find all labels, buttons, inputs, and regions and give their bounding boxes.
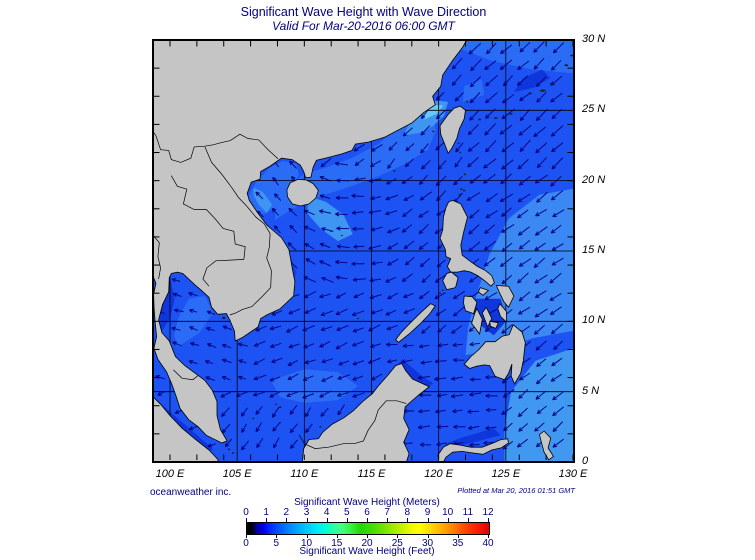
landmass-masbate bbox=[477, 287, 490, 296]
colorbar-tick-mark bbox=[276, 535, 278, 538]
colorbar-meters-tick-12: 12 bbox=[482, 507, 494, 518]
page-title: Significant Wave Height with Wave Direct… bbox=[240, 5, 487, 19]
landmass-halmahera bbox=[538, 430, 555, 461]
colorbar-feet-tick-30: 30 bbox=[421, 538, 434, 549]
colorbar-tick-mark bbox=[306, 518, 308, 522]
colorbar-tick-mark bbox=[387, 518, 389, 522]
colorbar-meters-tick-7: 7 bbox=[384, 507, 390, 518]
country-borders-layer bbox=[153, 131, 407, 449]
colorbar-feet-tick-25: 25 bbox=[391, 538, 403, 549]
credit-text: oceanweather inc. bbox=[150, 487, 232, 498]
landmass-borneo bbox=[301, 363, 431, 462]
colorbar-tick-mark bbox=[488, 535, 489, 538]
lat-label-0: 0 bbox=[582, 455, 589, 467]
colorbar-feet-tick-20: 20 bbox=[361, 538, 373, 549]
colorbar-feet-tick-0: 0 bbox=[243, 538, 249, 549]
landmass-bohol bbox=[489, 320, 499, 329]
colorbar-meters-tick-10: 10 bbox=[442, 507, 454, 518]
colorbar-tick-mark bbox=[266, 518, 268, 522]
colorbar-meters-tick-5: 5 bbox=[344, 507, 350, 518]
colorbar-meters-tick-11: 11 bbox=[462, 507, 474, 518]
colorbar-meters-tick-0: 0 bbox=[243, 507, 249, 518]
colorbar-feet-tick-10: 10 bbox=[300, 538, 313, 549]
wave-arrows-layer bbox=[155, 41, 565, 451]
colorbar-feet-tick-5: 5 bbox=[273, 538, 280, 549]
colorbar-meters-tick-6: 6 bbox=[364, 507, 370, 518]
colorbar-title-feet: Significant Wave Height (Feet) bbox=[299, 546, 435, 557]
landmass-luzon bbox=[439, 199, 495, 287]
colorbar-tick-mark bbox=[326, 518, 328, 522]
colorbar-tick-mark bbox=[427, 518, 429, 522]
land-layer bbox=[153, 40, 574, 462]
colorbar-tick-mark bbox=[407, 518, 409, 522]
colorbar-meters-tick-3: 3 bbox=[303, 507, 310, 518]
lat-label-25N: 25 N bbox=[582, 103, 606, 116]
colorbar-tick-mark bbox=[488, 518, 489, 522]
colorbar-feet-tick-35: 35 bbox=[452, 538, 464, 549]
colorbar-tick-mark bbox=[457, 535, 459, 538]
colorbar-gradient bbox=[246, 522, 490, 535]
colorbar-meters-tick-2: 2 bbox=[283, 507, 290, 518]
lat-label-30N: 30 N bbox=[582, 32, 606, 45]
colorbar-tick-mark bbox=[427, 535, 429, 538]
landmass-cebu bbox=[481, 306, 493, 329]
landmass-hainan bbox=[286, 178, 319, 207]
landmass-mindanao bbox=[463, 324, 526, 385]
lon-label-110E: 110 E bbox=[290, 468, 319, 480]
landmass-taiwan bbox=[439, 105, 466, 155]
colorbar-tick-mark bbox=[367, 518, 368, 522]
colorbar-meters-tick-4: 4 bbox=[323, 507, 330, 518]
colorbar-feet-tick-40: 40 bbox=[482, 538, 494, 549]
lat-label-20N: 20 N bbox=[582, 173, 606, 186]
valid-time-subtitle: Valid For Mar-20-2016 06:00 GMT bbox=[272, 19, 455, 33]
landmass-leyte bbox=[497, 302, 507, 323]
lon-label-100E: 100 E bbox=[155, 468, 185, 480]
plotted-timestamp: Plotted at Mar 20, 2016 01:51 GMT bbox=[457, 486, 575, 495]
map-frame bbox=[152, 39, 575, 463]
lon-label-105E: 105 E bbox=[222, 468, 252, 480]
colorbar-tick-mark bbox=[246, 535, 247, 538]
lon-label-120E: 120 E bbox=[424, 468, 454, 480]
colorbar-meters-tick-8: 8 bbox=[404, 507, 411, 518]
landmass-sulawesi bbox=[437, 438, 509, 462]
colorbar-tick-mark bbox=[467, 518, 469, 522]
colorbar-tick-mark bbox=[397, 535, 399, 538]
colorbar-tick-mark bbox=[306, 535, 308, 538]
landmass-mindoro bbox=[442, 271, 459, 291]
lon-label-130E: 130 E bbox=[558, 468, 588, 480]
colorbar-tick-mark bbox=[286, 518, 288, 522]
colorbar-tick-mark bbox=[367, 535, 368, 538]
lat-label-10N: 10 N bbox=[582, 314, 606, 327]
colorbar-tick-mark bbox=[346, 518, 348, 522]
landmass-negros bbox=[471, 307, 483, 335]
landmass-palawan bbox=[395, 303, 436, 343]
lon-label-125E: 125 E bbox=[491, 468, 521, 480]
landmass-sumatra bbox=[153, 396, 219, 462]
colorbar-feet-tick-15: 15 bbox=[331, 538, 343, 549]
lon-label-115E: 115 E bbox=[357, 468, 386, 480]
wave-height-map bbox=[152, 39, 575, 463]
colorbar-meters-tick-9: 9 bbox=[424, 507, 431, 518]
landmass-mainland bbox=[153, 40, 467, 444]
colorbar-tick-mark bbox=[336, 535, 338, 538]
colorbar-meters-tick-1: 1 bbox=[263, 507, 269, 518]
colorbar-tick-mark bbox=[246, 518, 247, 522]
colorbar-title-meters: Significant Wave Height (Meters) bbox=[294, 497, 440, 508]
lat-label-5N: 5 N bbox=[582, 384, 600, 397]
lat-label-15N: 15 N bbox=[582, 243, 606, 256]
landmass-samar bbox=[495, 285, 515, 309]
landmass-panay bbox=[463, 295, 478, 315]
colorbar-tick-mark bbox=[447, 518, 449, 522]
